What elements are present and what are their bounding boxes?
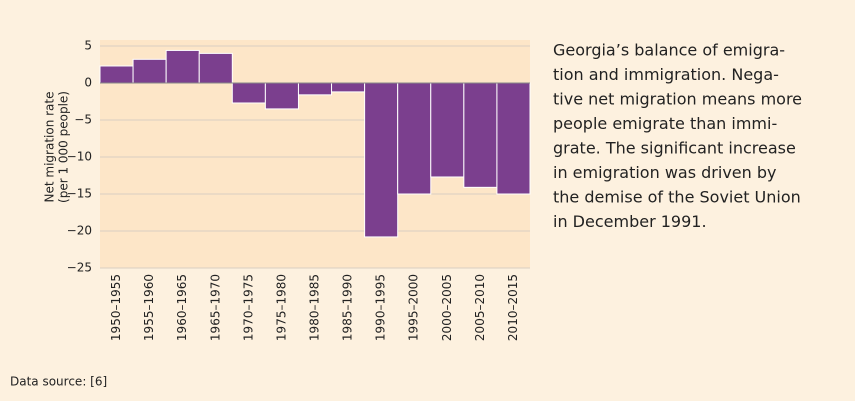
- x-tick-label: 1965–1970: [208, 274, 222, 341]
- y-tick-label: −20: [67, 224, 92, 238]
- source: Data source: [6]: [10, 375, 107, 389]
- x-tick-label: 1985–1990: [341, 274, 355, 341]
- bar: [297, 82, 333, 96]
- x-tick-label: 1980–1985: [308, 274, 322, 341]
- caption-line: grate. The significant increase: [553, 139, 796, 158]
- caption-line: tive net migration means more: [553, 90, 802, 109]
- bar: [99, 65, 134, 84]
- x-tick-label: 1975–1980: [274, 274, 288, 341]
- bar: [264, 82, 299, 110]
- caption-line: tion and immigration. Nega-: [553, 65, 779, 84]
- bar: [463, 82, 498, 188]
- caption-line: in December 1991.: [553, 212, 707, 231]
- y-tick-label: −15: [67, 187, 92, 201]
- y-tick-label: −10: [67, 150, 92, 164]
- y-axis-label: Net migration rate: [43, 92, 57, 203]
- x-tick-label: 2005–2010: [473, 274, 487, 341]
- x-tick-label: 1995–2000: [407, 274, 421, 341]
- y-tick-label: −25: [67, 261, 92, 275]
- x-tick-label: 1960–1965: [175, 274, 189, 341]
- x-tick-label: 1950–1955: [109, 274, 123, 341]
- y-tick-label: −5: [74, 113, 92, 127]
- bar: [331, 82, 366, 93]
- bar: [132, 58, 167, 84]
- bar: [231, 82, 266, 104]
- caption-line: the demise of the Soviet Union: [553, 188, 801, 207]
- bar: [430, 82, 465, 178]
- caption-line: people emigrate than immi-: [553, 114, 777, 133]
- caption-line: in emigration was driven by: [553, 163, 776, 182]
- bar: [364, 82, 399, 238]
- y-axis-label: (per 1 000 people): [57, 91, 71, 203]
- x-tick-label: 1990–1995: [374, 274, 388, 341]
- x-tick-label: 2000–2005: [440, 274, 454, 341]
- caption-line: Georgia’s balance of emigra-: [553, 41, 785, 60]
- x-tick-label: 2010–2015: [506, 274, 520, 341]
- x-tick-label: 1970–1975: [241, 274, 255, 341]
- y-tick-label: 0: [84, 76, 92, 90]
- bar: [198, 52, 233, 84]
- bar: [397, 82, 432, 195]
- bar: [496, 82, 531, 195]
- bar: [165, 49, 200, 84]
- y-tick-label: 5: [84, 39, 92, 53]
- x-tick-label: 1955–1960: [142, 274, 156, 341]
